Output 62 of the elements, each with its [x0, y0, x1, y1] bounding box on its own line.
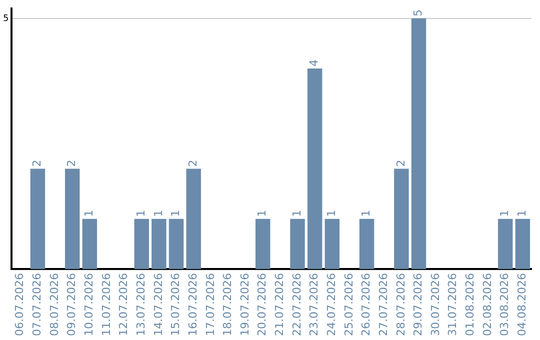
x-tick-label: 30.07.2026	[428, 273, 442, 336]
bar	[152, 218, 166, 270]
bar	[82, 218, 98, 270]
x-tick-label: 16.07.2026	[186, 273, 200, 336]
data-label: 2	[394, 160, 408, 167]
bar	[359, 218, 374, 270]
data-label: 1	[152, 210, 165, 217]
data-label: 1	[256, 210, 269, 217]
bar	[498, 218, 513, 270]
x-tick-label: 02.08.2026	[480, 273, 494, 336]
data-label: 1	[516, 210, 529, 217]
x-tick-label: 07.07.2026	[30, 273, 44, 336]
bar	[290, 218, 305, 270]
x-tick-label: 06.07.2026	[13, 273, 26, 336]
data-label: 1	[82, 210, 96, 217]
data-label: 2	[186, 160, 200, 167]
data-label: 1	[169, 210, 182, 217]
x-tick-label: 18.07.2026	[221, 273, 234, 336]
bar	[324, 218, 340, 270]
data-label: 1	[134, 210, 148, 217]
x-tick-label: 27.07.2026	[376, 273, 390, 336]
bar	[64, 168, 80, 270]
x-tick-label: 15.07.2026	[169, 273, 182, 336]
x-tick-label: 20.07.2026	[256, 273, 269, 336]
bar	[186, 168, 201, 270]
x-tick-label: 01.08.2026	[464, 273, 477, 336]
data-label: 2	[30, 160, 44, 167]
data-label: 1	[290, 210, 304, 217]
x-tick-label: 26.07.2026	[360, 273, 373, 336]
data-label: 2	[65, 160, 78, 167]
bar	[134, 218, 149, 270]
x-tick-label: 24.07.2026	[325, 273, 338, 336]
x-tick-label: 25.07.2026	[342, 273, 356, 336]
x-tick-label: 29.07.2026	[412, 273, 425, 336]
bar	[168, 218, 184, 270]
bar	[256, 218, 270, 270]
x-tick-label: 11.07.2026	[100, 273, 113, 336]
x-tick-label: 22.07.2026	[290, 273, 304, 336]
x-tick-label: 14.07.2026	[152, 273, 165, 336]
x-tick-label: 19.07.2026	[238, 273, 252, 336]
x-tick-label: 13.07.2026	[134, 273, 148, 336]
x-tick-label: 03.08.2026	[498, 273, 512, 336]
x-tick-label: 28.07.2026	[394, 273, 408, 336]
x-tick-label: 12.07.2026	[117, 273, 130, 336]
x-tick-label: 04.08.2026	[516, 273, 529, 336]
data-label: 1	[360, 210, 373, 217]
x-tick-label: 23.07.2026	[308, 273, 321, 336]
bar	[30, 168, 46, 270]
x-tick-label: 17.07.2026	[204, 273, 217, 336]
bar	[411, 18, 426, 270]
x-tick-label: 10.07.2026	[82, 273, 96, 336]
bar	[394, 168, 409, 270]
data-label: 5	[412, 9, 425, 16]
x-tick-label: 09.07.2026	[65, 273, 78, 336]
data-label: 1	[498, 210, 512, 217]
x-tick-label: 08.07.2026	[48, 273, 61, 336]
x-tick-label: 31.07.2026	[446, 273, 460, 336]
bar	[307, 68, 322, 270]
bar	[515, 218, 530, 270]
data-label: 4	[308, 60, 321, 67]
x-tick-label: 21.07.2026	[273, 273, 286, 336]
data-label: 1	[325, 210, 338, 217]
